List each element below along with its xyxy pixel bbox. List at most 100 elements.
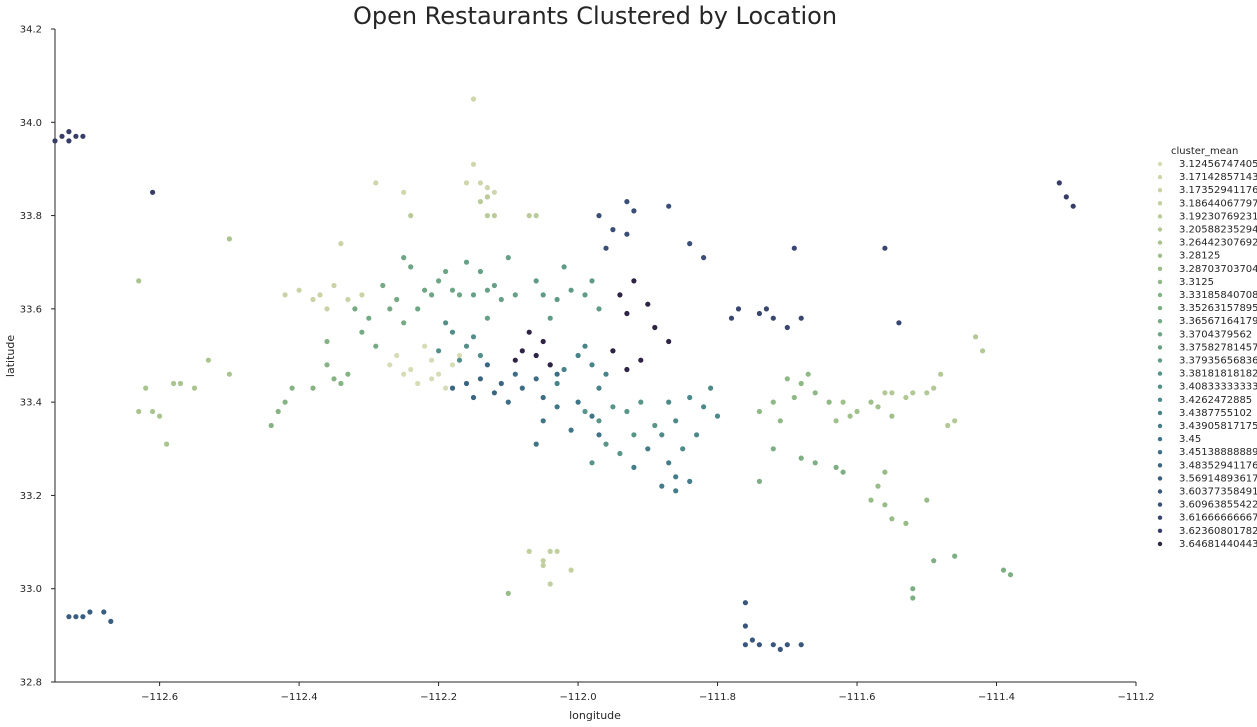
data-point xyxy=(798,380,804,387)
data-point xyxy=(742,623,749,629)
data-point xyxy=(540,562,546,569)
data-point xyxy=(624,366,630,373)
legend-label: 3.33185840708 xyxy=(1179,290,1257,301)
data-point xyxy=(610,404,616,410)
data-point xyxy=(470,334,477,340)
data-point xyxy=(798,642,804,648)
data-point xyxy=(484,287,490,293)
legend-label: 3.35263157895 xyxy=(1179,303,1257,314)
data-point xyxy=(847,413,853,419)
data-point xyxy=(359,292,365,298)
data-point xyxy=(840,399,846,405)
data-point xyxy=(889,390,895,396)
data-point xyxy=(80,133,86,139)
data-point xyxy=(931,385,937,391)
data-point xyxy=(1063,194,1069,200)
legend-marker xyxy=(1157,253,1163,258)
data-point xyxy=(882,245,888,251)
data-point xyxy=(610,227,616,233)
data-point xyxy=(952,418,958,424)
data-point xyxy=(554,404,560,410)
data-point xyxy=(498,296,504,303)
data-point xyxy=(617,450,623,457)
data-point xyxy=(52,138,58,144)
data-point xyxy=(463,259,470,265)
data-point xyxy=(408,213,414,219)
data-point xyxy=(596,432,602,438)
data-point xyxy=(589,278,595,284)
data-point xyxy=(436,371,442,377)
data-point xyxy=(401,189,407,195)
data-point xyxy=(735,306,742,312)
legend-label: 3.64681440443 xyxy=(1179,539,1257,550)
x-tick-label: −112.6 xyxy=(141,692,178,703)
data-point xyxy=(484,194,490,200)
data-point xyxy=(449,287,456,293)
data-point xyxy=(191,385,198,391)
data-point xyxy=(226,371,232,377)
data-point xyxy=(484,185,490,191)
data-point xyxy=(554,296,560,303)
data-point xyxy=(387,362,393,368)
data-point xyxy=(631,432,637,438)
data-point xyxy=(108,618,114,625)
data-point xyxy=(164,441,170,447)
data-point xyxy=(66,614,72,620)
legend-label: 3.12456747405 xyxy=(1179,159,1257,170)
data-point xyxy=(645,301,651,307)
data-point xyxy=(631,464,637,470)
legend-marker xyxy=(1157,240,1163,245)
y-axis-label: latitude xyxy=(4,335,17,377)
data-point xyxy=(533,278,539,284)
data-point xyxy=(742,642,749,648)
legend-marker xyxy=(1157,371,1163,376)
data-point xyxy=(645,446,651,452)
y-tick-label: 34.2 xyxy=(20,25,42,36)
data-point xyxy=(408,264,414,270)
data-point xyxy=(449,385,456,391)
data-point xyxy=(575,352,581,359)
data-point xyxy=(547,548,553,555)
data-point xyxy=(310,296,316,303)
data-point xyxy=(910,390,916,396)
data-point xyxy=(568,427,574,433)
y-tick-label: 33.6 xyxy=(20,304,42,315)
data-point xyxy=(484,362,490,368)
data-point xyxy=(540,394,546,401)
legend-title: cluster_mean xyxy=(1171,146,1238,157)
legend-marker xyxy=(1157,541,1163,547)
legend-marker xyxy=(1157,436,1163,442)
data-point xyxy=(833,464,839,470)
data-point xyxy=(324,362,330,368)
data-point xyxy=(449,329,456,335)
data-point xyxy=(436,348,442,354)
legend-marker xyxy=(1157,450,1163,455)
data-point xyxy=(624,199,630,205)
data-point xyxy=(631,208,637,214)
data-point xyxy=(596,385,602,391)
data-point xyxy=(470,96,477,102)
legend-label: 3.43905817175 xyxy=(1179,421,1257,432)
data-point xyxy=(903,520,909,527)
data-point xyxy=(554,371,560,377)
legend-label: 3.4387755102 xyxy=(1179,408,1252,419)
y-tick-label: 33.4 xyxy=(20,398,42,409)
data-point xyxy=(938,371,944,377)
y-tick-label: 32.8 xyxy=(20,678,42,689)
y-tick-label: 34.0 xyxy=(20,118,42,129)
data-point xyxy=(694,432,700,438)
data-point xyxy=(666,460,672,466)
data-point xyxy=(150,189,156,195)
legend: cluster_mean 3.12456747405 3.17142857143 3.… xyxy=(1157,146,1257,550)
data-point xyxy=(73,133,79,139)
data-point xyxy=(882,390,888,396)
data-point xyxy=(875,483,881,489)
data-point xyxy=(610,348,616,354)
y-tick-label: 33.2 xyxy=(20,491,42,502)
data-point xyxy=(701,404,707,410)
legend-marker xyxy=(1157,476,1163,481)
legend-label: 3.4262472885 xyxy=(1179,395,1252,406)
data-point xyxy=(373,180,379,186)
data-point xyxy=(777,418,783,424)
data-point xyxy=(366,315,372,321)
